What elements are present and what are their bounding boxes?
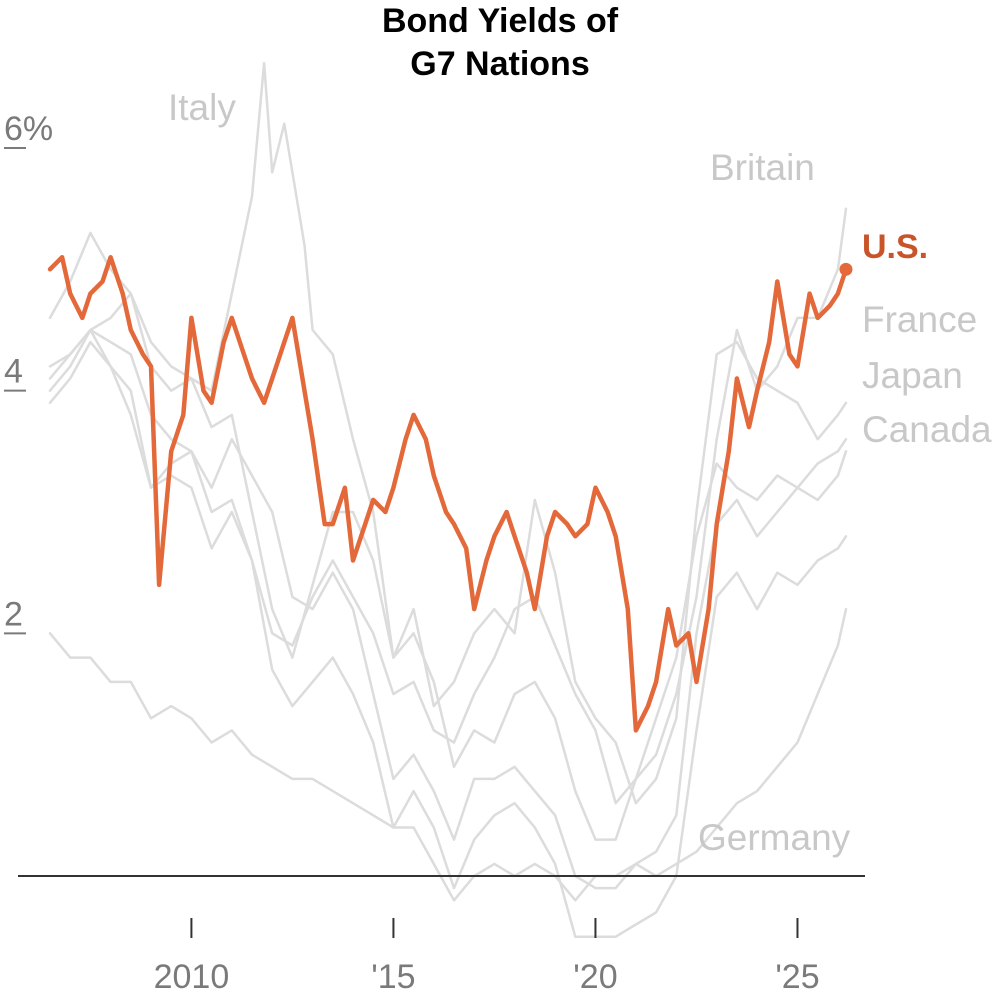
france-series-line [48,328,848,890]
x-axis: 2010 '15 '20 '25 [154,918,820,996]
series-labels: Italy Britain U.S. France Japan Canada Germany [168,87,992,858]
us-series-line-group [47,254,853,733]
y-tick-label-2: 6% [4,110,53,148]
canada-series-line [48,328,848,805]
chart-title-line-2: G7 Nations [410,45,589,83]
x-tick-label-3: '25 [775,958,819,996]
x-tick-label-0: 2010 [154,958,230,996]
chart-title-line-1: Bond Yields of [382,2,619,40]
britain-series-line [48,207,848,841]
series-label-u-s: U.S. [862,228,928,266]
japan-series-line [48,607,848,902]
x-tick-label-2: '20 [573,958,617,996]
u-s-end-dot [839,262,853,276]
x-tick-label-1: '15 [371,958,415,996]
other-series-lines [48,61,848,938]
series-label-germany: Germany [698,817,851,858]
u-s-series-line [47,254,849,733]
series-label-italy: Italy [168,87,236,128]
chart-title: Bond Yields of G7 Nations [382,2,619,83]
series-label-britain: Britain [710,147,815,188]
y-tick-label-0: 2 [4,595,23,633]
y-axis: 2 4 6% [4,110,53,635]
y-tick-label-1: 4 [4,353,23,391]
series-label-canada: Canada [862,409,992,450]
series-label-france: France [862,299,977,340]
series-label-japan: Japan [862,355,963,396]
germany-series-line [48,340,848,938]
